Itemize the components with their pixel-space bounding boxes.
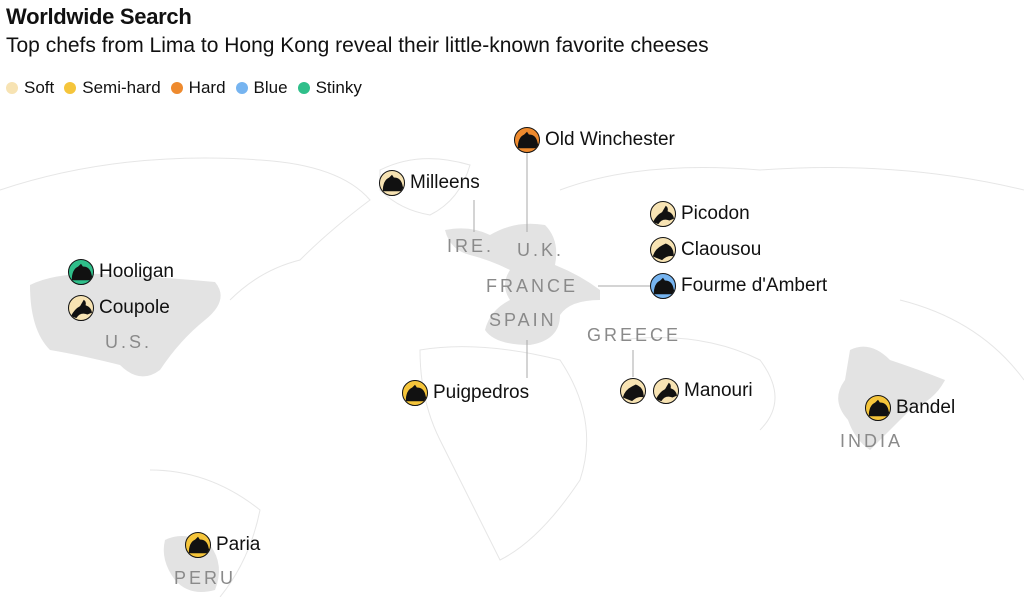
cheese-name: Old Winchester [545, 129, 675, 150]
page-subtitle: Top chefs from Lima to Hong Kong reveal … [6, 34, 709, 57]
cow-icon [865, 395, 891, 421]
cheese-marker: Picodon [650, 201, 750, 227]
cheese-name: Fourme d'Ambert [681, 275, 828, 296]
cheese-marker: Claousou [650, 237, 761, 263]
legend-dot [64, 82, 77, 94]
cheese-marker: Manouri [620, 378, 753, 404]
legend-label: Semi-hard [82, 78, 161, 97]
country-label-peru: PERU [174, 568, 237, 588]
cheese-marker: Puigpedros [402, 380, 529, 406]
country-label-spain: SPAIN [489, 310, 557, 330]
legend-label: Hard [188, 78, 226, 97]
cheese-marker: Coupole [68, 295, 170, 321]
cheese-marker: Hooligan [68, 259, 174, 285]
cheese-name: Bandel [896, 397, 956, 418]
country-label-greece: GREECE [587, 325, 682, 345]
sheep-icon [620, 378, 646, 404]
sheep-icon [650, 237, 676, 263]
legend-label: Stinky [315, 78, 362, 97]
country-label-ireland: IRE. [447, 236, 495, 256]
legend-label: Blue [253, 78, 288, 97]
europe-land [445, 223, 600, 345]
cheese-marker: Paria [185, 532, 260, 558]
cow-icon [650, 273, 676, 299]
africa-outline [419, 346, 588, 561]
legend-dot [235, 82, 248, 94]
cheese-marker: Milleens [379, 170, 480, 196]
china-outline [899, 299, 1024, 381]
cow-icon [68, 259, 94, 285]
legend-item-hard: Hard [170, 78, 226, 98]
cheese-marker: Fourme d'Ambert [650, 273, 827, 299]
south-america-outline [149, 469, 261, 597]
cheese-name: Claousou [681, 239, 762, 260]
cow-icon [379, 170, 405, 196]
country-label-france: FRANCE [486, 276, 579, 296]
cheese-name: Picodon [681, 203, 750, 224]
country-label-india: INDIA [840, 431, 904, 451]
russia-outline [559, 167, 1024, 191]
legend-dot [170, 82, 183, 94]
india-land [838, 346, 945, 450]
cheese-name: Manouri [684, 380, 753, 401]
legend-item-semi-hard: Semi-hard [64, 78, 161, 98]
cheese-marker: Bandel [865, 395, 955, 421]
cheese-name: Paria [216, 534, 261, 555]
middle-east-outline [619, 337, 776, 431]
cheese-name: Puigpedros [433, 382, 530, 403]
canada-outline [0, 157, 371, 301]
cheese-name: Milleens [410, 172, 480, 193]
greenland-outline [379, 158, 471, 216]
legend-item-stinky: Stinky [297, 78, 362, 98]
cheese-name: Coupole [99, 297, 170, 318]
cow-icon [185, 532, 211, 558]
legend-label: Soft [24, 78, 55, 97]
cow-icon [514, 127, 540, 153]
legend-dot [297, 82, 310, 94]
goat-icon [650, 201, 676, 227]
cheese-name: Hooligan [99, 261, 174, 282]
country-label-uk: U.K. [517, 240, 565, 260]
us-land [30, 273, 221, 377]
cheese-marker: Old Winchester [514, 127, 675, 153]
page-title: Worldwide Search [6, 4, 192, 29]
cow-icon [402, 380, 428, 406]
goat-icon [653, 378, 679, 404]
legend-item-soft: Soft [6, 78, 54, 98]
goat-icon [68, 295, 94, 321]
country-label-us: U.S. [105, 332, 153, 352]
legend: Soft Semi-hard Hard Blue Stinky [6, 78, 362, 98]
legend-item-blue: Blue [235, 78, 288, 98]
legend-dot [6, 82, 18, 94]
